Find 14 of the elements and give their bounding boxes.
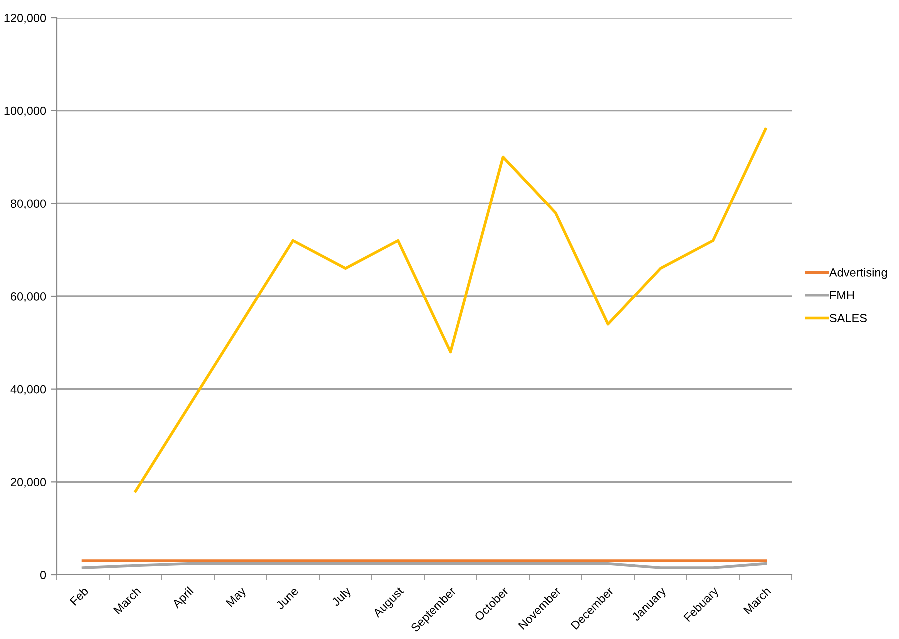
legend-label: FMH [830,291,854,300]
x-tick-label: July [331,586,354,609]
line-series [134,128,768,493]
y-tick-label: 100,000 [4,106,46,117]
legend-label: Advertising [829,268,888,280]
legend-label: SALES [830,314,867,322]
y-tick-label: 60,000 [11,292,46,302]
x-tick-label: Feb [70,586,90,606]
y-tick-label: 120,000 [4,14,46,24]
y-tick-label: 0 [40,571,46,580]
y-tick-label: 20,000 [11,478,46,488]
y-tick-label: 40,000 [10,385,46,396]
y-tick-label: 80,000 [10,200,46,210]
x-tick-label: May [226,586,249,609]
